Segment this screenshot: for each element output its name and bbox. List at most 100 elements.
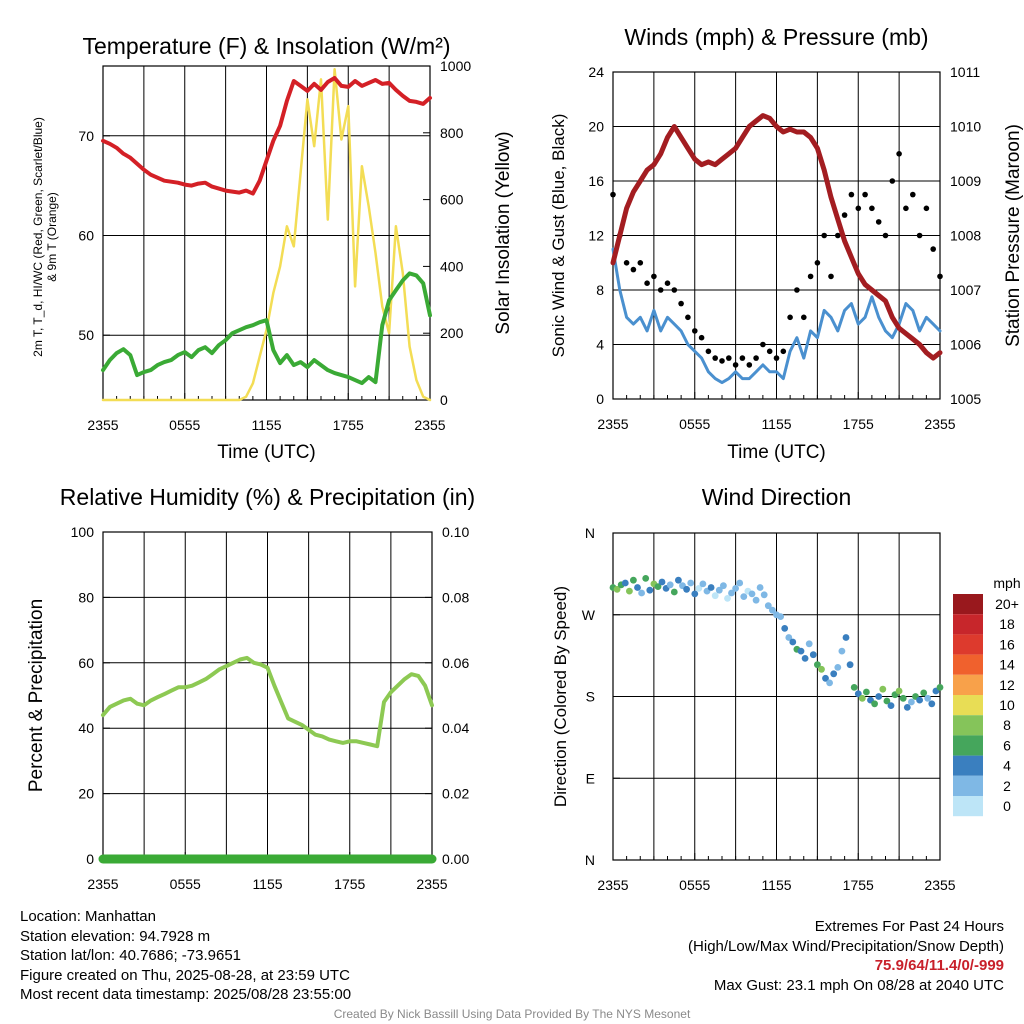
gust-point xyxy=(937,273,943,280)
wind-speed-line xyxy=(611,247,942,385)
gust-point xyxy=(780,348,787,355)
wind-direction-point xyxy=(838,647,846,655)
y-right-tick-label: 1011 xyxy=(950,64,980,80)
legend-swatch xyxy=(953,796,983,817)
chart-title-winds: Winds (mph) & Pressure (mb) xyxy=(624,24,928,50)
wind-direction-point xyxy=(675,576,682,584)
y-right-tick-label: 0.08 xyxy=(442,589,469,605)
wind-direction-point xyxy=(621,579,629,587)
wind-direction-point xyxy=(760,591,768,599)
legend-label: 6 xyxy=(1003,737,1011,753)
legend-label: 4 xyxy=(1003,758,1011,774)
wind-direction-point xyxy=(809,651,817,659)
y-right-tick-label: 0.00 xyxy=(442,851,469,867)
gust-point xyxy=(630,266,637,273)
wind-direction-point xyxy=(875,693,883,700)
legend-label: 16 xyxy=(999,636,1015,652)
wind-direction-point xyxy=(903,704,911,711)
x-tick-label: 2355 xyxy=(924,877,955,893)
legend-swatch xyxy=(953,674,983,695)
legend-swatch xyxy=(953,735,983,756)
x-tick-label: 2355 xyxy=(416,876,447,892)
y-left-tick-label: N xyxy=(585,525,595,541)
gust-point xyxy=(692,328,698,334)
wind-direction-point xyxy=(887,702,895,709)
x-tick-label: 1755 xyxy=(843,877,874,893)
humidity-line xyxy=(101,655,434,749)
extremes-values: 75.9/64/11.4/0/-999 xyxy=(874,957,1004,974)
extremes-info: Extremes For Past 24 Hours (High/Low/Max… xyxy=(688,917,1004,995)
gust-point xyxy=(637,260,644,266)
y-left-tick-label: 20 xyxy=(588,119,604,135)
gust-point xyxy=(835,232,841,239)
wind-direction-point xyxy=(724,595,731,602)
gust-point xyxy=(664,280,671,287)
wind-direction-point xyxy=(842,634,850,641)
legend-swatch xyxy=(953,775,983,796)
temperature-line xyxy=(101,76,432,196)
y-left-tick-label: 20 xyxy=(78,786,94,802)
wind-direction-point xyxy=(858,694,866,702)
x-tick-label: 2355 xyxy=(924,416,955,432)
legend-swatch xyxy=(953,755,983,776)
wind-direction-point xyxy=(883,697,891,705)
y-right-tick-label: 1010 xyxy=(950,119,981,135)
y-right-tick-label: 0.02 xyxy=(442,786,469,802)
wind-direction-point xyxy=(626,587,633,595)
gust-point xyxy=(746,362,753,368)
wind-direction-point xyxy=(699,580,707,588)
wind-direction-point xyxy=(781,625,789,632)
y-left-tick-label: W xyxy=(582,607,596,623)
y-right-tick-label: 1009 xyxy=(950,173,981,189)
credit-line: Created By Nick Bassill Using Data Provi… xyxy=(333,1007,691,1021)
gust-point xyxy=(930,246,936,252)
legend-label: 10 xyxy=(999,697,1015,713)
wind-direction-point xyxy=(732,585,739,592)
y-left-tick-label: 24 xyxy=(588,64,604,80)
legend-label: 18 xyxy=(999,616,1015,632)
y-left-tick-label: 4 xyxy=(596,337,604,353)
gust-point xyxy=(903,205,909,212)
wind-direction-point xyxy=(830,670,838,678)
wind-direction-point xyxy=(691,590,699,598)
x-tick-label: 1155 xyxy=(761,416,791,432)
gust-point xyxy=(889,178,896,184)
y-left-tick-label: 16 xyxy=(588,173,604,189)
chart-title-temperature: Temperature (F) & Insolation (W/m²) xyxy=(82,33,450,59)
wind-direction-point xyxy=(715,586,723,594)
y-left-tick-label: 0 xyxy=(596,391,604,407)
wind-direction-point xyxy=(834,664,842,671)
legend-label: 2 xyxy=(1003,778,1011,794)
y-left-tick-label: 8 xyxy=(596,282,604,298)
y-right-tick-label: 0.06 xyxy=(442,655,469,671)
y-axis-right-label-temperature: Solar Insolation (Yellow) xyxy=(493,131,514,334)
wind-direction-point xyxy=(728,589,735,597)
wind-direction-point xyxy=(818,665,825,673)
gust-point xyxy=(875,219,882,225)
gust-point xyxy=(753,355,759,361)
legend-swatch xyxy=(953,594,983,615)
wind-direction-point xyxy=(797,647,805,655)
y-axis-right-label-winds: Station Pressure (Maroon) xyxy=(1003,124,1024,347)
x-tick-label: 2355 xyxy=(87,417,118,433)
y-right-tick-label: 1000 xyxy=(440,58,471,74)
gust-point xyxy=(705,348,712,355)
y-right-tick-label: 1008 xyxy=(950,228,981,244)
gust-point xyxy=(862,191,868,198)
wind-direction-point xyxy=(850,684,858,691)
wind-direction-point xyxy=(658,578,666,586)
wind-direction-point xyxy=(683,585,690,593)
y-left-tick-label: 60 xyxy=(78,227,94,243)
wind-direction-point xyxy=(634,584,641,591)
x-tick-label: 1155 xyxy=(251,417,281,433)
gust-point xyxy=(910,191,916,198)
y-right-tick-label: 600 xyxy=(440,192,464,208)
gust-point xyxy=(896,151,902,157)
gust-point xyxy=(773,355,780,361)
y-axis-label-temperature: 2m T, T_d, HI/WC (Red, Green, Scarlet/Bl… xyxy=(31,117,59,357)
y-left-tick-label: 40 xyxy=(78,720,94,736)
gust-point xyxy=(651,273,657,280)
y-left-tick-label: 100 xyxy=(71,524,95,540)
x-tick-label: 1755 xyxy=(843,416,874,432)
wind-direction-point xyxy=(899,694,907,702)
